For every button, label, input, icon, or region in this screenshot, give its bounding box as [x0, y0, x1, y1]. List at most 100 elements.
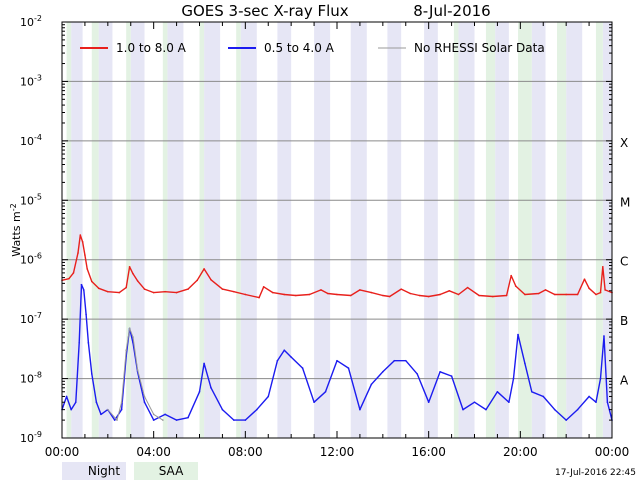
y-tick-base: 10 — [20, 432, 34, 445]
series-1-point-27 — [221, 408, 224, 411]
series-1-point-8 — [87, 341, 90, 344]
series-1-point-41 — [370, 383, 373, 386]
series-1-point-32 — [276, 359, 279, 362]
series-0-point-40 — [388, 295, 391, 298]
series-1-point-19 — [143, 401, 146, 404]
y-axis-label-text: Watts m — [10, 211, 23, 256]
series-0-point-37 — [359, 289, 361, 291]
series-1-point-38 — [336, 359, 338, 362]
series-0-point-58 — [565, 293, 567, 296]
night-band-12 — [495, 22, 509, 438]
series-1-point-58 — [542, 395, 545, 398]
series-0-point-4 — [79, 234, 82, 236]
saa-band-5 — [236, 22, 241, 438]
series-0-point-13 — [128, 265, 131, 268]
night-band-7 — [314, 22, 331, 438]
axis-ticks — [61, 21, 613, 439]
series-0-point-56 — [544, 289, 547, 291]
series-0-point-1 — [68, 277, 70, 280]
series-1-point-13 — [113, 419, 116, 421]
series-0-point-11 — [118, 291, 121, 294]
x-tick-label-6: 00:00 — [595, 445, 630, 459]
series-1-point-5 — [80, 283, 83, 286]
series-0-point-50 — [492, 295, 494, 298]
series-1-point-14 — [120, 408, 123, 411]
y-axis-label: Watts m-2 — [9, 203, 23, 256]
y-tick-base: 10 — [20, 313, 34, 326]
x-tick-label-1: 04:00 — [136, 445, 171, 459]
series-0-point-46 — [448, 289, 451, 292]
series-1-point-9 — [90, 373, 93, 375]
y-tick-label-1e-8: 10-8 — [20, 371, 42, 386]
series-0-point-48 — [466, 286, 469, 289]
series-0-point-25 — [233, 290, 235, 293]
series-0-point-61 — [588, 287, 590, 290]
y-tick-exp: -8 — [34, 371, 42, 380]
series-1-point-31 — [267, 395, 270, 398]
series-1-point-60 — [565, 419, 567, 421]
series-1-point-42 — [382, 370, 384, 373]
series-1-point-10 — [95, 401, 98, 404]
series-2-point-7 — [143, 395, 146, 398]
series-0-point-42 — [409, 292, 412, 295]
series-0-point-31 — [294, 294, 297, 297]
series-2-point-6 — [136, 369, 139, 371]
series-1-point-2 — [70, 408, 72, 411]
y-tick-base: 10 — [20, 16, 34, 29]
saa-band-0 — [66, 22, 72, 438]
series-0-point-63 — [599, 291, 602, 294]
x-tick-label-2: 08:00 — [228, 445, 263, 459]
series-1-point-63 — [595, 401, 597, 404]
saa-band-7 — [485, 22, 496, 438]
series-0-point-20 — [187, 288, 189, 290]
series-lines — [61, 234, 613, 421]
x-tick-label-3: 12:00 — [320, 445, 355, 459]
grid-lines — [62, 80, 612, 380]
y-tick-label-1e-9: 10-9 — [20, 430, 42, 445]
y-tick-label-1e-2: 10-2 — [20, 14, 42, 29]
series-2-point-4 — [128, 327, 131, 330]
series-0-point-62 — [595, 293, 597, 296]
series-0-point-47 — [457, 293, 460, 296]
series-0-point-28 — [262, 286, 265, 288]
y-tick-exp: -9 — [34, 430, 42, 439]
series-0-point-3 — [77, 252, 79, 254]
series-1-point-61 — [576, 408, 579, 411]
series-line-1 — [61, 284, 613, 421]
y-tick-exp: -3 — [34, 73, 42, 82]
night-band-14 — [566, 22, 583, 438]
y-tick-exp: -5 — [34, 192, 42, 201]
series-2-point-3 — [125, 349, 127, 352]
series-0-point-26 — [244, 293, 247, 296]
series-1-point-30 — [255, 408, 258, 411]
saa-legend-label: SAA — [159, 464, 184, 478]
series-1-point-39 — [347, 367, 350, 369]
series-1-point-21 — [164, 413, 166, 416]
chart-title: GOES 3-sec X-ray Flux — [181, 2, 348, 20]
series-0-point-43 — [418, 294, 421, 297]
series-0-point-19 — [175, 291, 178, 294]
series-1-point-66 — [606, 401, 609, 404]
series-0-point-59 — [576, 293, 579, 296]
series-1-point-48 — [450, 375, 453, 377]
flare-class-M: M — [620, 195, 630, 209]
series-1-point-45 — [416, 373, 419, 375]
series-1-point-46 — [427, 401, 430, 404]
night-band-8 — [350, 22, 367, 438]
saa-band-6 — [453, 22, 459, 438]
y-tick-base: 10 — [20, 373, 34, 386]
series-1-point-25 — [203, 362, 205, 365]
night-legend-label: Night — [88, 464, 121, 478]
series-1-point-54 — [512, 377, 515, 380]
series-0-point-60 — [583, 278, 586, 281]
series-0-point-16 — [143, 288, 146, 290]
night-band-0 — [71, 22, 83, 438]
series-1-point-11 — [100, 413, 102, 416]
night-band-1 — [98, 22, 113, 438]
series-1-point-26 — [210, 386, 212, 389]
y-tick-base: 10 — [20, 135, 34, 148]
flare-class-A: A — [620, 374, 629, 388]
series-0-point-45 — [439, 293, 441, 296]
series-1-point-65 — [603, 335, 605, 337]
